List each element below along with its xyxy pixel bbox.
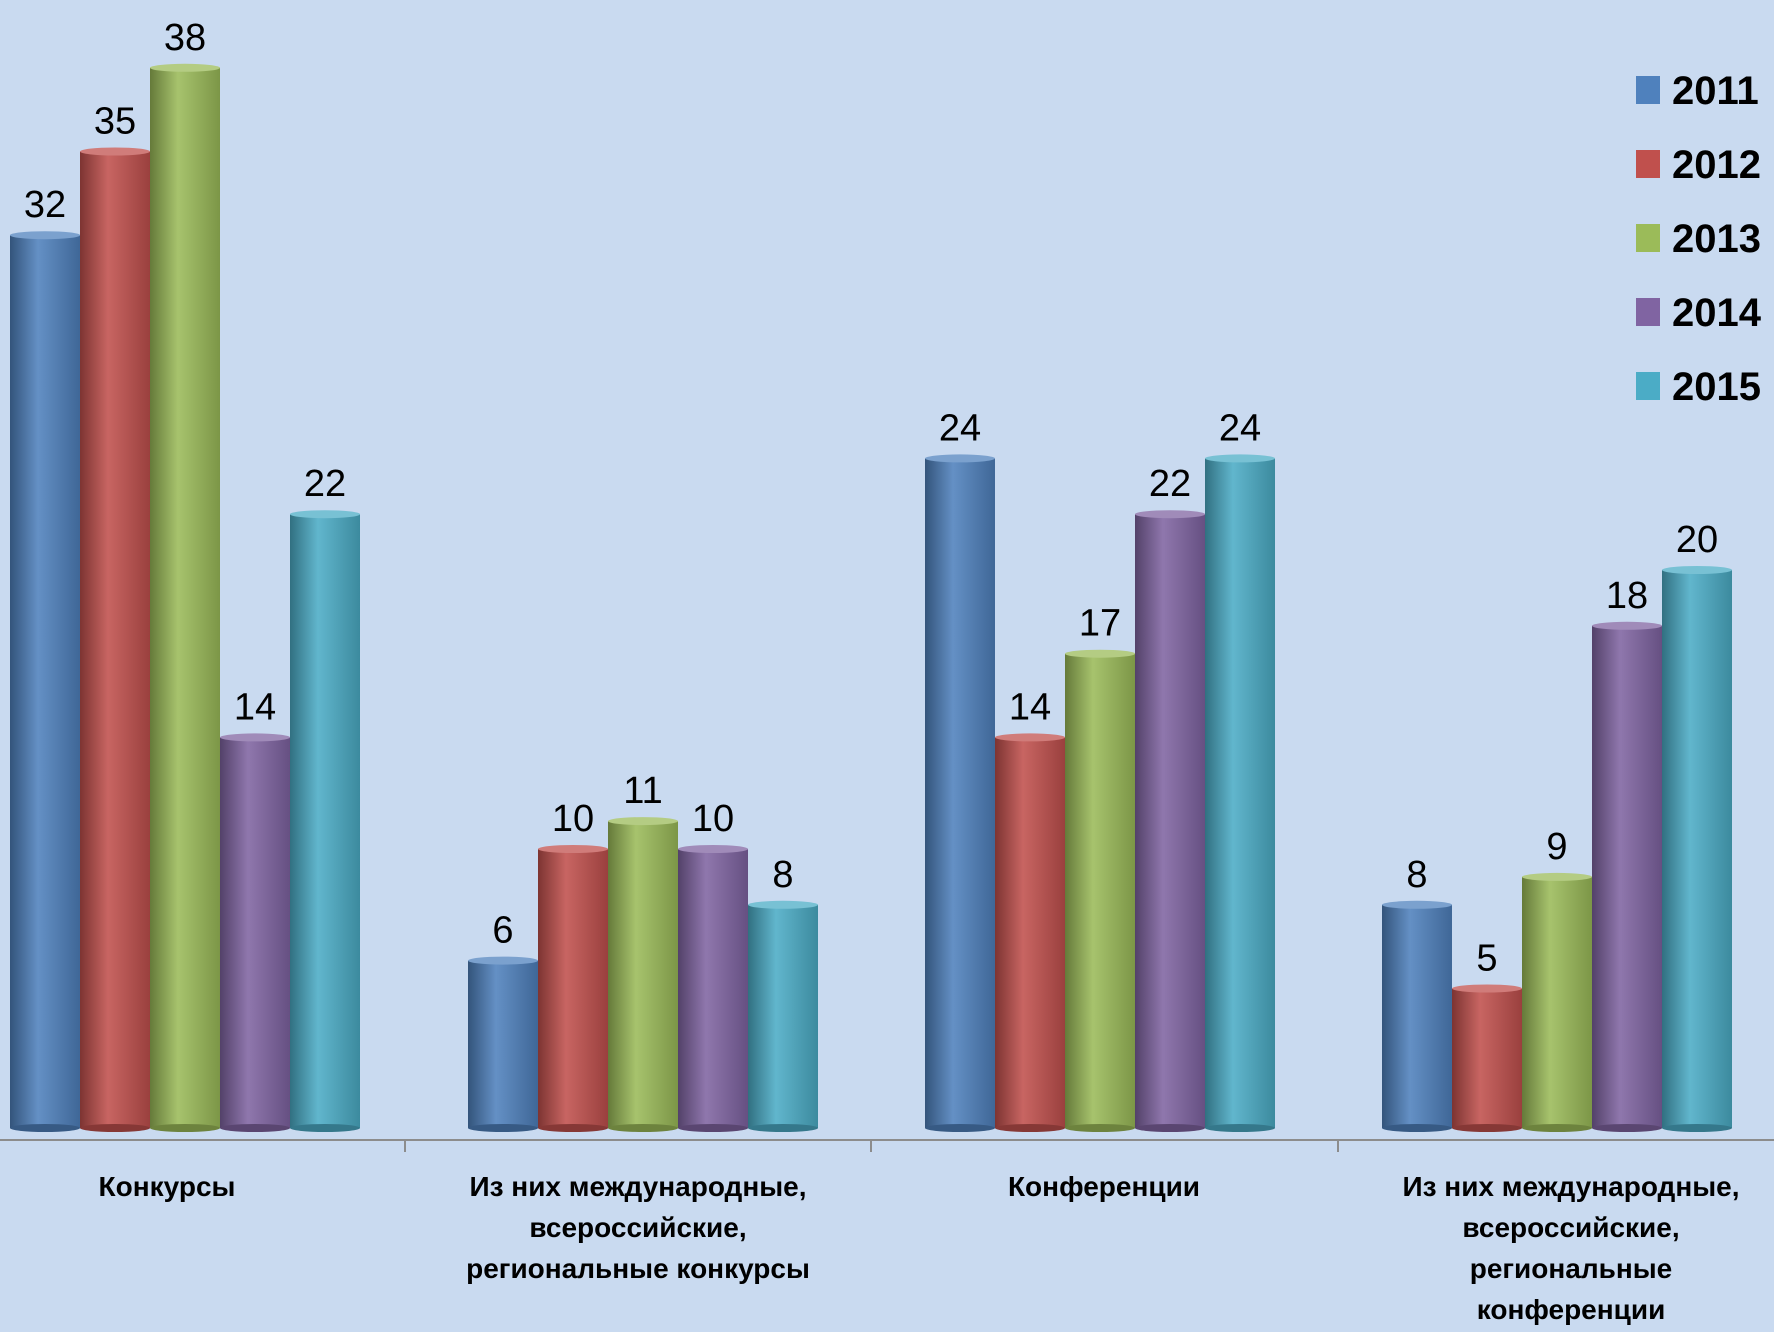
legend-item-2015: 2015 — [1636, 365, 1761, 409]
bar-2014-cat-1 — [678, 845, 748, 1132]
data-label-2012-cat-1: 10 — [552, 798, 594, 840]
x-axis — [0, 1139, 1774, 1152]
data-label-2012-cat-2: 14 — [1009, 686, 1051, 728]
category-label-0: Конкурсы — [99, 1171, 236, 1202]
bar-2012-cat-2 — [995, 733, 1065, 1132]
data-label-2012-cat-3: 5 — [1476, 938, 1497, 980]
data-label-2011-cat-3: 8 — [1406, 854, 1427, 896]
data-label-2013-cat-1: 11 — [623, 770, 662, 812]
legend-label-2011: 2011 — [1672, 69, 1759, 113]
data-label-2015-cat-2: 24 — [1219, 407, 1261, 449]
legend-item-2011: 2011 — [1636, 69, 1759, 113]
bar-2011-cat-3 — [1382, 900, 1452, 1132]
data-label-2013-cat-3: 9 — [1546, 826, 1567, 868]
data-label-2011-cat-1: 6 — [492, 910, 513, 952]
data-label-2014-cat-1: 10 — [692, 798, 734, 840]
bar-2011-cat-2 — [925, 454, 995, 1132]
legend-item-2014: 2014 — [1636, 291, 1762, 335]
legend-label-2014: 2014 — [1672, 291, 1762, 335]
bar-2014-cat-2 — [1135, 510, 1205, 1132]
data-label-2014-cat-0: 14 — [234, 686, 276, 728]
legend-swatch-2014 — [1636, 298, 1660, 326]
bar-2012-cat-3 — [1452, 984, 1522, 1132]
data-label-2013-cat-0: 38 — [164, 17, 206, 59]
category-label-3: Из них международные, всероссийские, регио… — [1402, 1171, 1739, 1325]
legend-label-2015: 2015 — [1672, 365, 1761, 409]
bar-2011-cat-1 — [468, 956, 538, 1132]
data-label-2012-cat-0: 35 — [94, 101, 136, 143]
bar-2013-cat-3 — [1522, 872, 1592, 1132]
legend-swatch-2015 — [1636, 372, 1660, 400]
category-label-2: Конференции — [1008, 1171, 1200, 1202]
data-label-2015-cat-1: 8 — [772, 854, 793, 896]
data-labels: 32 35 38 14 22 6 10 11 10 8 24 14 17 22 24 8 5 9 18 20 — [24, 17, 1718, 980]
legend-swatch-2012 — [1636, 150, 1660, 178]
data-label-2013-cat-2: 17 — [1079, 603, 1121, 645]
bar-2013-cat-1 — [608, 817, 678, 1132]
data-label-2015-cat-0: 22 — [304, 463, 346, 505]
legend: 2011 2012 2013 2014 2015 — [1636, 69, 1762, 409]
data-label-2015-cat-3: 20 — [1676, 519, 1718, 561]
bar-2015-cat-3 — [1662, 566, 1732, 1132]
data-label-2011-cat-0: 32 — [24, 184, 66, 226]
bars-layer — [10, 63, 1732, 1132]
data-label-2011-cat-2: 24 — [939, 407, 981, 449]
legend-label-2013: 2013 — [1672, 217, 1761, 261]
legend-item-2012: 2012 — [1636, 143, 1761, 187]
bar-2015-cat-2 — [1205, 454, 1275, 1132]
legend-item-2013: 2013 — [1636, 217, 1761, 261]
bar-2015-cat-0 — [290, 510, 360, 1132]
bar-2012-cat-1 — [538, 845, 608, 1132]
category-label-1: Из них международные, всероссийские, регио… — [466, 1171, 810, 1284]
data-label-2014-cat-2: 22 — [1149, 463, 1191, 505]
data-label-2014-cat-3: 18 — [1606, 575, 1648, 617]
category-labels: Конкурсы Из них международные, всероссийск… — [99, 1171, 1740, 1325]
bar-2013-cat-0 — [150, 63, 220, 1132]
legend-swatch-2011 — [1636, 76, 1660, 104]
bar-2014-cat-0 — [220, 733, 290, 1132]
legend-label-2012: 2012 — [1672, 143, 1761, 187]
bar-2012-cat-0 — [80, 147, 150, 1132]
bar-2014-cat-3 — [1592, 621, 1662, 1132]
legend-swatch-2013 — [1636, 224, 1660, 252]
bar-2011-cat-0 — [10, 231, 80, 1132]
bar-2013-cat-2 — [1065, 649, 1135, 1132]
bar-2015-cat-1 — [748, 900, 818, 1132]
